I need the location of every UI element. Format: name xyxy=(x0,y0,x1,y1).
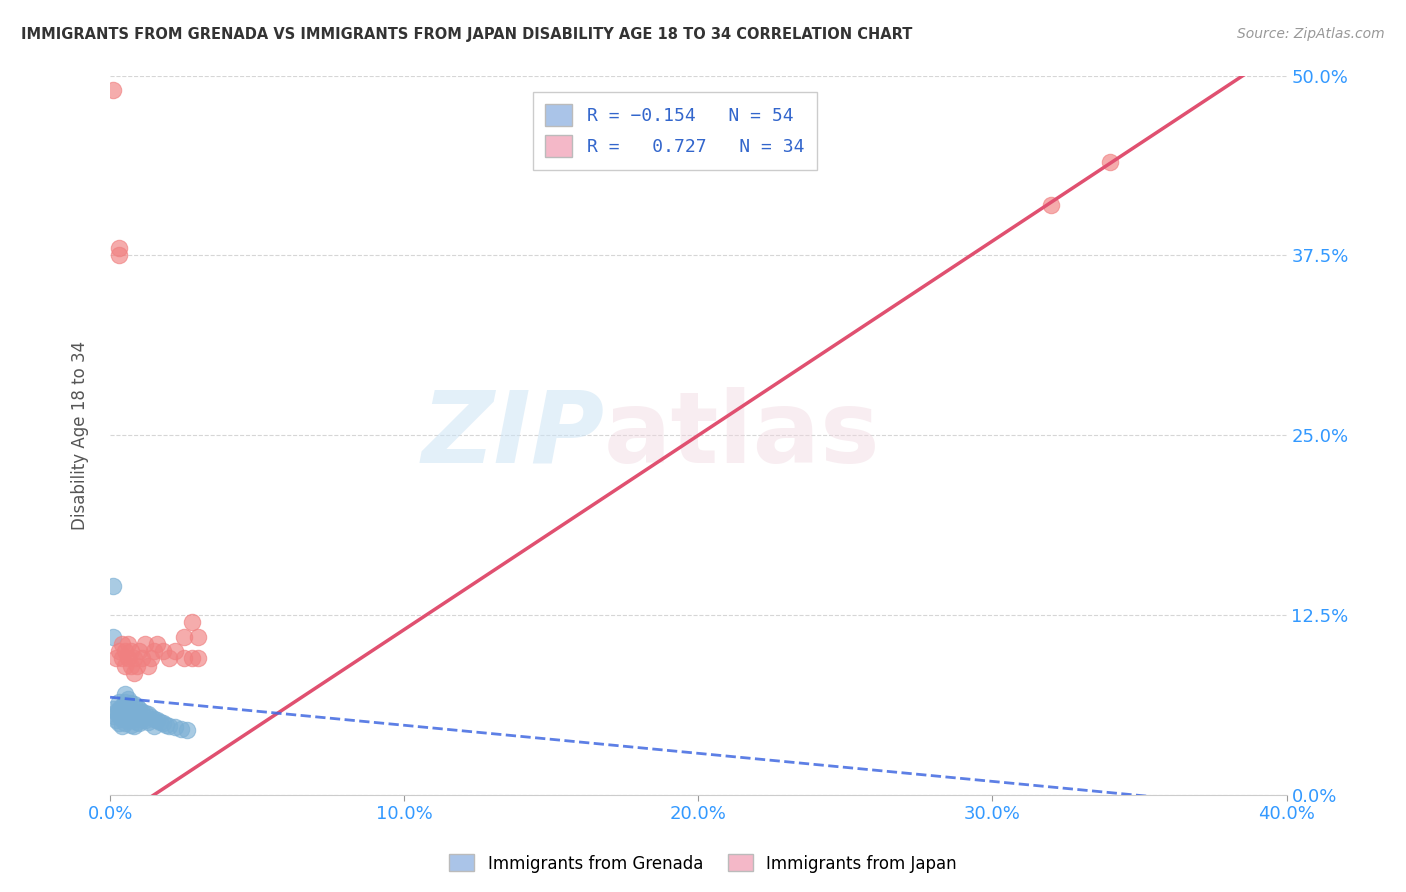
Point xyxy=(117,691,139,706)
Point xyxy=(104,705,127,719)
Point xyxy=(152,716,174,731)
Text: ZIP: ZIP xyxy=(422,387,605,483)
Point xyxy=(136,658,159,673)
Point xyxy=(146,637,169,651)
Point xyxy=(131,651,153,665)
Point xyxy=(181,615,204,630)
Point xyxy=(163,644,186,658)
Point xyxy=(176,723,198,738)
Point xyxy=(149,714,172,729)
Point xyxy=(141,710,163,724)
Point xyxy=(1099,154,1122,169)
Point xyxy=(134,706,156,720)
Point xyxy=(122,665,145,680)
Point xyxy=(120,710,142,724)
Point xyxy=(108,248,131,262)
Point xyxy=(143,644,166,658)
Point xyxy=(155,717,177,731)
Point xyxy=(169,722,191,736)
Point xyxy=(101,83,124,97)
Point xyxy=(104,713,127,727)
Point xyxy=(117,637,139,651)
Point xyxy=(108,716,131,731)
Point xyxy=(141,651,163,665)
Point xyxy=(125,714,148,729)
Point xyxy=(187,651,209,665)
Point xyxy=(125,658,148,673)
Point xyxy=(143,719,166,733)
Point xyxy=(111,706,134,720)
Point xyxy=(136,707,159,722)
Point xyxy=(134,713,156,727)
Point xyxy=(122,712,145,726)
Point xyxy=(143,712,166,726)
Point xyxy=(131,712,153,726)
Point xyxy=(111,698,134,713)
Point xyxy=(128,702,150,716)
Point xyxy=(111,719,134,733)
Point xyxy=(120,703,142,717)
Point xyxy=(131,705,153,719)
Text: Source: ZipAtlas.com: Source: ZipAtlas.com xyxy=(1237,27,1385,41)
Legend: R = −0.154   N = 54, R =   0.727   N = 34: R = −0.154 N = 54, R = 0.727 N = 34 xyxy=(533,92,817,170)
Point xyxy=(117,698,139,713)
Point xyxy=(181,651,204,665)
Point xyxy=(120,658,142,673)
Point xyxy=(120,644,142,658)
Point xyxy=(163,721,186,735)
Point xyxy=(128,644,150,658)
Point xyxy=(173,651,195,665)
Point xyxy=(117,706,139,720)
Text: atlas: atlas xyxy=(605,387,880,483)
Point xyxy=(101,709,124,723)
Point xyxy=(108,702,131,716)
Text: IMMIGRANTS FROM GRENADA VS IMMIGRANTS FROM JAPAN DISABILITY AGE 18 TO 34 CORRELA: IMMIGRANTS FROM GRENADA VS IMMIGRANTS FR… xyxy=(21,27,912,42)
Point xyxy=(120,717,142,731)
Point xyxy=(114,687,136,701)
Point xyxy=(114,709,136,723)
Point xyxy=(108,694,131,708)
Point xyxy=(111,712,134,726)
Point xyxy=(122,651,145,665)
Point xyxy=(146,713,169,727)
Point xyxy=(111,637,134,651)
Point xyxy=(157,651,180,665)
Point xyxy=(136,714,159,729)
Legend: Immigrants from Grenada, Immigrants from Japan: Immigrants from Grenada, Immigrants from… xyxy=(443,847,963,880)
Point xyxy=(111,651,134,665)
Point xyxy=(122,705,145,719)
Point xyxy=(125,700,148,714)
Point xyxy=(128,716,150,731)
Point xyxy=(114,716,136,731)
Point xyxy=(173,630,195,644)
Point xyxy=(122,719,145,733)
Point xyxy=(125,707,148,722)
Point xyxy=(117,713,139,727)
Point xyxy=(101,579,124,593)
Point xyxy=(114,644,136,658)
Point xyxy=(104,651,127,665)
Point xyxy=(101,630,124,644)
Point xyxy=(101,702,124,716)
Point xyxy=(122,698,145,712)
Point xyxy=(117,651,139,665)
Y-axis label: Disability Age 18 to 34: Disability Age 18 to 34 xyxy=(72,341,89,530)
Point xyxy=(108,241,131,255)
Point xyxy=(114,702,136,716)
Point xyxy=(108,644,131,658)
Point xyxy=(114,658,136,673)
Point xyxy=(187,630,209,644)
Point xyxy=(128,709,150,723)
Point xyxy=(152,644,174,658)
Point xyxy=(114,694,136,708)
Point xyxy=(134,637,156,651)
Point xyxy=(120,696,142,710)
Point xyxy=(108,709,131,723)
Point xyxy=(1040,198,1063,212)
Point xyxy=(157,719,180,733)
